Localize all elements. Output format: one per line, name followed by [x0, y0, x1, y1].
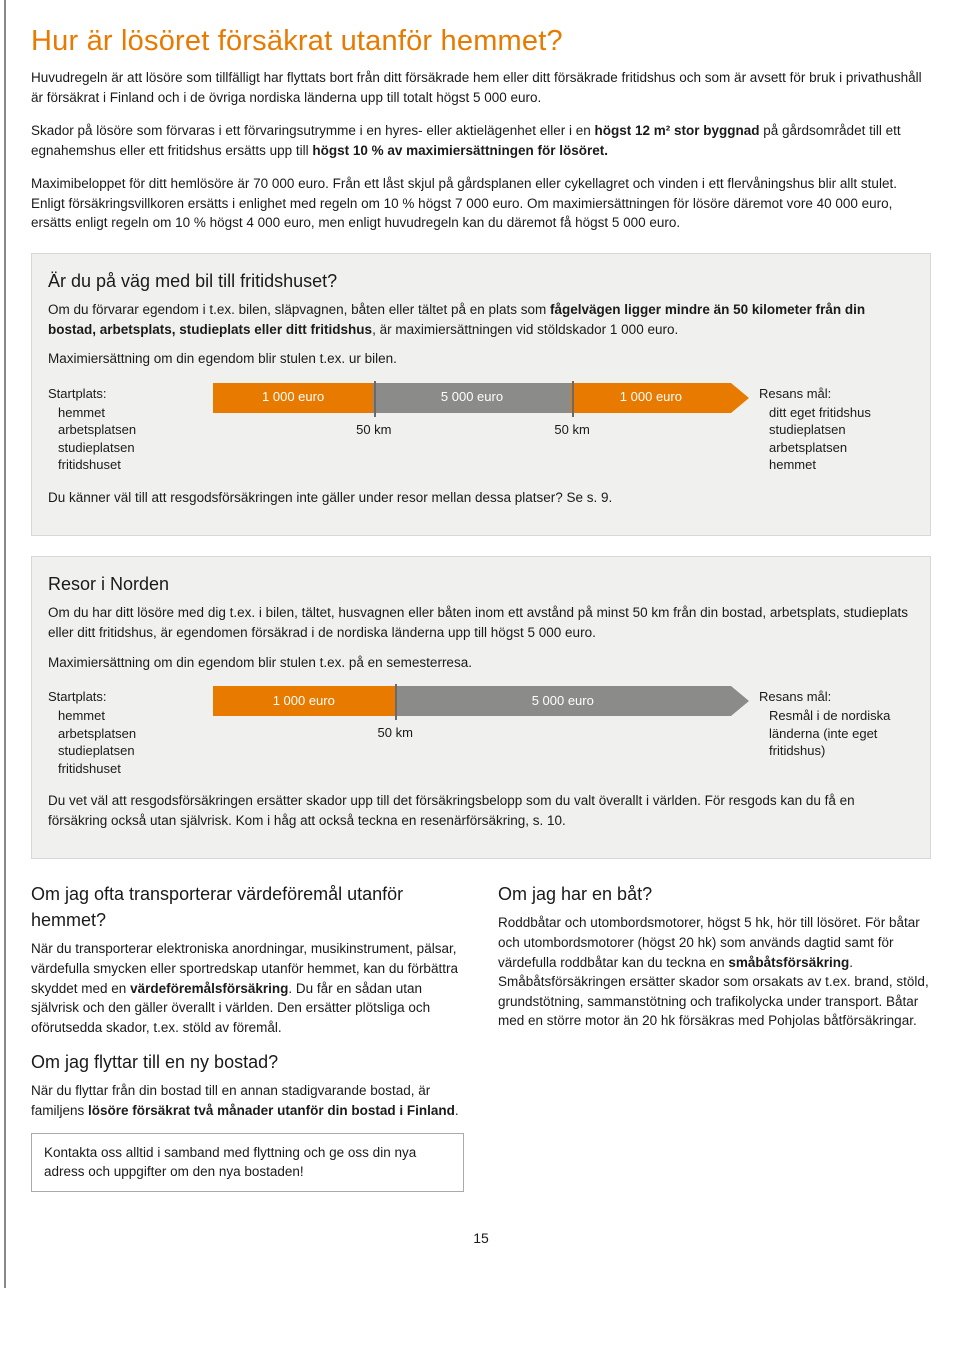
rightcol-h1: Om jag har en båt?: [498, 881, 931, 907]
arrowhead-icon: [731, 383, 749, 413]
panel1-p1: Om du förvarar egendom i t.ex. bilen, sl…: [48, 300, 914, 339]
bar-segment: 5 000 euro: [373, 383, 571, 413]
tick-mark: [395, 684, 397, 720]
intro-section: Huvudregeln är att lösöre som tillfällig…: [31, 68, 931, 233]
tick-mark: [572, 381, 574, 417]
tick-label: 50 km: [554, 421, 589, 440]
notice-box: Kontakta oss alltid i samband med flyttn…: [31, 1133, 464, 1192]
intro-p2: Skador på lösöre som förvaras i ett förv…: [31, 121, 931, 160]
panel1-footnote: Du känner väl till att resgodsförsäkring…: [48, 488, 914, 508]
bar-segment: 1 000 euro: [571, 383, 731, 413]
leftcol-p2: När du flyttar från din bostad till en a…: [31, 1081, 464, 1120]
panel1-heading: Är du på väg med bil till fritidshuset?: [48, 268, 914, 294]
panel2-diagram: Startplats: hemmet arbetsplatsen studiep…: [48, 686, 914, 777]
leftcol-h1: Om jag ofta transporterar värdeföremål u…: [31, 881, 464, 933]
tick-label: 50 km: [356, 421, 391, 440]
panel1-right-labels: Resans mål: ditt eget fritidshus studiep…: [759, 383, 914, 474]
panel2-left-labels: Startplats: hemmet arbetsplatsen studiep…: [48, 686, 203, 777]
arrowhead-icon: [731, 686, 749, 716]
leftcol-p1: När du transporterar elektroniska anordn…: [31, 939, 464, 1037]
panel2-heading: Resor i Norden: [48, 571, 914, 597]
panel2-footnote: Du vet väl att resgodsförsäkringen ersät…: [48, 791, 914, 830]
bar-segment: 1 000 euro: [213, 383, 373, 413]
left-column: Om jag ofta transporterar värdeföremål u…: [31, 881, 464, 1191]
intro-p3: Maximibeloppet för ditt hemlösöre är 70 …: [31, 174, 931, 233]
panel-bil-fritidshus: Är du på väg med bil till fritidshuset? …: [31, 253, 931, 536]
leftcol-h2: Om jag flyttar till en ny bostad?: [31, 1049, 464, 1075]
page-title: Hur är lösöret försäkrat utanför hemmet?: [31, 20, 931, 62]
panel1-sub: Maximiersättning om din egendom blir stu…: [48, 349, 914, 369]
panel2-bar: 1 000 euro5 000 euro 50 km: [213, 686, 749, 760]
panel2-p1: Om du har ditt lösöre med dig t.ex. i bi…: [48, 603, 914, 642]
panel1-diagram: Startplats: hemmet arbetsplatsen studiep…: [48, 383, 914, 474]
panel1-bar: 1 000 euro5 000 euro1 000 euro 50 km 50 k…: [213, 383, 749, 457]
panel-resor-norden: Resor i Norden Om du har ditt lösöre med…: [31, 556, 931, 859]
panel1-left-labels: Startplats: hemmet arbetsplatsen studiep…: [48, 383, 203, 474]
tick-label: 50 km: [378, 724, 413, 743]
bar-segment: 5 000 euro: [395, 686, 731, 716]
panel2-right-labels: Resans mål: Resmål i de nordiska ländern…: [759, 686, 914, 759]
panel2-sub: Maximiersättning om din egendom blir stu…: [48, 653, 914, 673]
tick-mark: [374, 381, 376, 417]
intro-p1: Huvudregeln är att lösöre som tillfällig…: [31, 68, 931, 107]
bottom-columns: Om jag ofta transporterar värdeföremål u…: [31, 881, 931, 1191]
rightcol-p1: Roddbåtar och utombordsmotorer, högst 5 …: [498, 913, 931, 1030]
bar-segment: 1 000 euro: [213, 686, 395, 716]
page-number: 15: [31, 1228, 931, 1248]
right-column: Om jag har en båt? Roddbåtar och utombor…: [498, 881, 931, 1191]
